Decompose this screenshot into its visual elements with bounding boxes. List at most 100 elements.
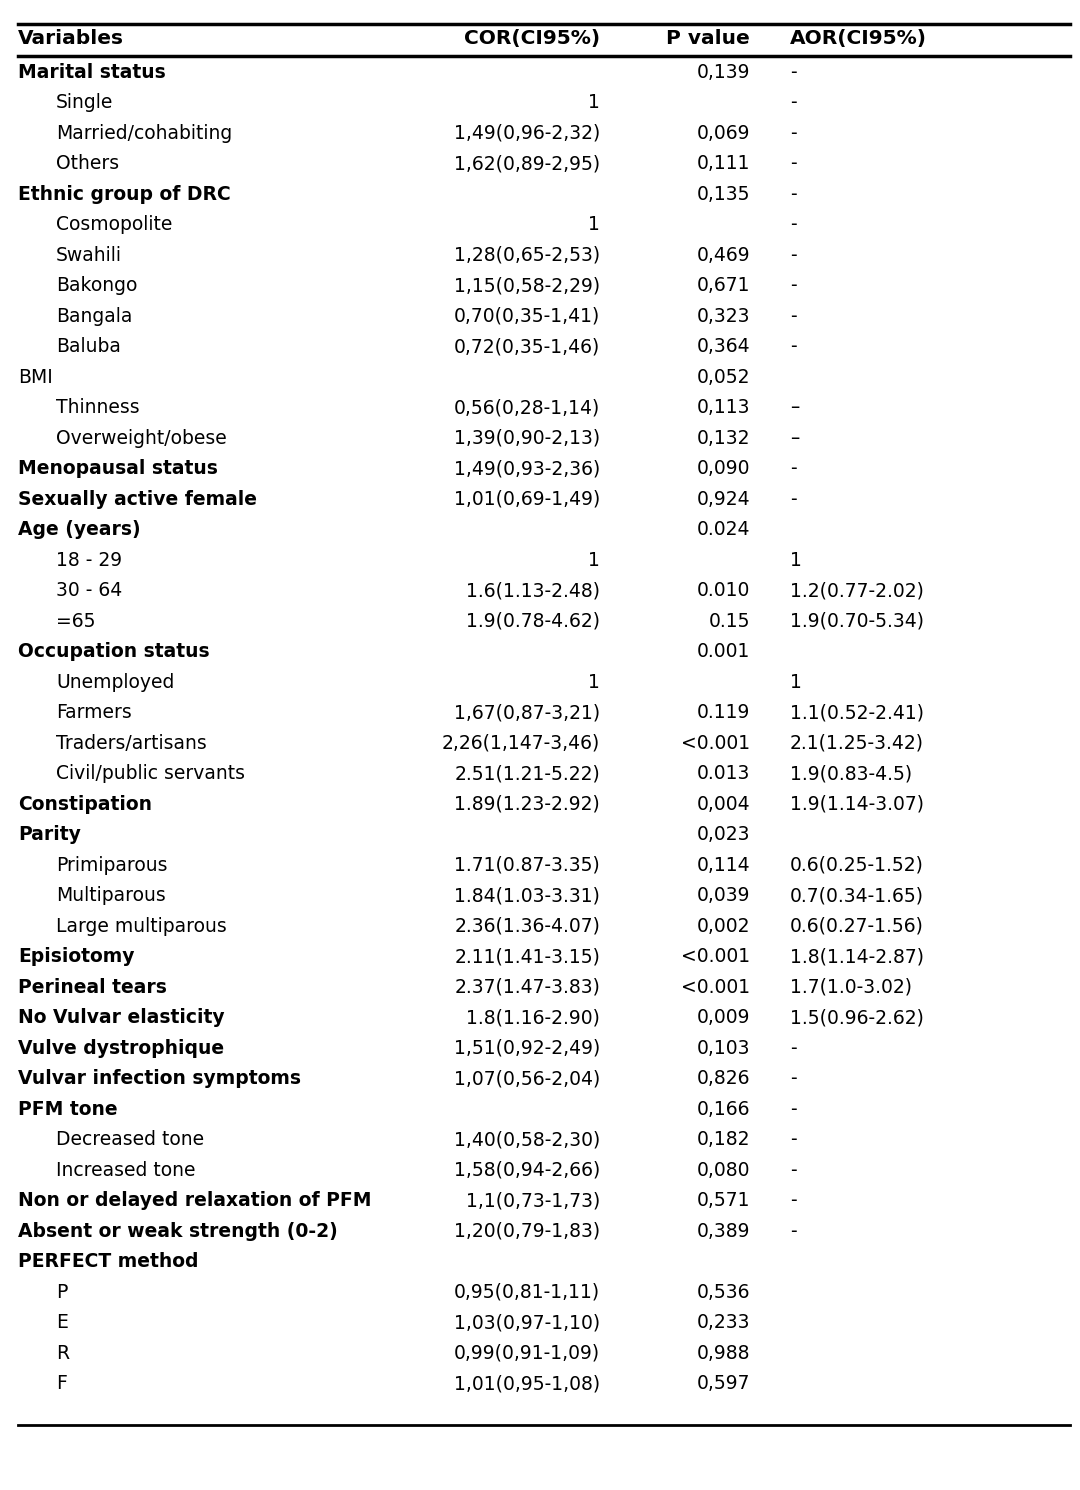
Text: 0,988: 0,988 (697, 1344, 750, 1363)
Text: 18 - 29: 18 - 29 (56, 551, 122, 569)
Text: Bakongo: Bakongo (56, 276, 137, 295)
Text: 1.71(0.87-3.35): 1.71(0.87-3.35) (455, 855, 600, 875)
Text: 1,58(0,94-2,66): 1,58(0,94-2,66) (454, 1161, 600, 1180)
Text: 0,111: 0,111 (697, 155, 750, 173)
Text: -: - (789, 459, 797, 478)
Text: 0,052: 0,052 (697, 368, 750, 387)
Text: P: P (56, 1283, 67, 1302)
Text: 1.1(0.52-2.41): 1.1(0.52-2.41) (789, 703, 924, 723)
Text: 1,03(0,97-1,10): 1,03(0,97-1,10) (454, 1313, 600, 1332)
Text: Perineal tears: Perineal tears (18, 977, 167, 997)
Text: 0,469: 0,469 (697, 246, 750, 265)
Text: 0,826: 0,826 (697, 1070, 750, 1088)
Text: 0,103: 0,103 (697, 1039, 750, 1058)
Text: <0.001: <0.001 (680, 948, 750, 967)
Text: 1,49(0,93-2,36): 1,49(0,93-2,36) (454, 459, 600, 478)
Text: 1,15(0,58-2,29): 1,15(0,58-2,29) (454, 276, 600, 295)
Text: 0,132: 0,132 (697, 429, 750, 448)
Text: 1.2(0.77-2.02): 1.2(0.77-2.02) (789, 581, 923, 600)
Text: -: - (789, 1100, 797, 1119)
Text: -: - (789, 1161, 797, 1180)
Text: -: - (789, 1192, 797, 1210)
Text: Variables: Variables (18, 30, 124, 48)
Text: 0,364: 0,364 (697, 337, 750, 356)
Text: 2.11(1.41-3.15): 2.11(1.41-3.15) (454, 948, 600, 967)
Text: -: - (789, 337, 797, 356)
Text: 1,01(0,69-1,49): 1,01(0,69-1,49) (454, 490, 600, 508)
Text: 0.6(0.25-1.52): 0.6(0.25-1.52) (789, 855, 923, 875)
Text: R: R (56, 1344, 69, 1363)
Text: Cosmopolite: Cosmopolite (56, 216, 173, 234)
Text: 0,135: 0,135 (697, 185, 750, 204)
Text: 2.37(1.47-3.83): 2.37(1.47-3.83) (454, 977, 600, 997)
Text: F: F (56, 1374, 67, 1393)
Text: 0,090: 0,090 (697, 459, 750, 478)
Text: 30 - 64: 30 - 64 (56, 581, 122, 600)
Text: 1,20(0,79-1,83): 1,20(0,79-1,83) (454, 1222, 600, 1241)
Text: 0.001: 0.001 (697, 642, 750, 662)
Text: 0,571: 0,571 (697, 1192, 750, 1210)
Text: COR(CI95%): COR(CI95%) (464, 30, 600, 48)
Text: -: - (789, 155, 797, 173)
Text: P value: P value (666, 30, 750, 48)
Text: 0,99(0,91-1,09): 0,99(0,91-1,09) (454, 1344, 600, 1363)
Text: 0.15: 0.15 (708, 612, 750, 630)
Text: 1.6(1.13-2.48): 1.6(1.13-2.48) (465, 581, 600, 600)
Text: –: – (789, 429, 799, 448)
Text: -: - (789, 94, 797, 112)
Text: 0,182: 0,182 (697, 1131, 750, 1149)
Text: 0,95(0,81-1,11): 0,95(0,81-1,11) (454, 1283, 600, 1302)
Text: 1,51(0,92-2,49): 1,51(0,92-2,49) (454, 1039, 600, 1058)
Text: 0,233: 0,233 (697, 1313, 750, 1332)
Text: 1.9(0.78-4.62): 1.9(0.78-4.62) (465, 612, 600, 630)
Text: 0,597: 0,597 (697, 1374, 750, 1393)
Text: Farmers: Farmers (56, 703, 132, 723)
Text: 0,166: 0,166 (697, 1100, 750, 1119)
Text: 1: 1 (789, 673, 801, 691)
Text: 0.119: 0.119 (697, 703, 750, 723)
Text: 2.51(1.21-5.22): 2.51(1.21-5.22) (455, 764, 600, 784)
Text: -: - (789, 276, 797, 295)
Text: 0,72(0,35-1,46): 0,72(0,35-1,46) (454, 337, 600, 356)
Text: Occupation status: Occupation status (18, 642, 210, 662)
Text: Bangala: Bangala (56, 307, 133, 326)
Text: Non or delayed relaxation of PFM: Non or delayed relaxation of PFM (18, 1192, 372, 1210)
Text: 0.010: 0.010 (697, 581, 750, 600)
Text: -: - (789, 124, 797, 143)
Text: AOR(CI95%): AOR(CI95%) (789, 30, 927, 48)
Text: 0,671: 0,671 (697, 276, 750, 295)
Text: 0,139: 0,139 (697, 63, 750, 82)
Text: 0,536: 0,536 (697, 1283, 750, 1302)
Text: 1,62(0,89-2,95): 1,62(0,89-2,95) (454, 155, 600, 173)
Text: 1,01(0,95-1,08): 1,01(0,95-1,08) (454, 1374, 600, 1393)
Text: Traders/artisans: Traders/artisans (56, 733, 206, 752)
Text: –: – (789, 398, 799, 417)
Text: Menopausal status: Menopausal status (18, 459, 218, 478)
Text: Episiotomy: Episiotomy (18, 948, 135, 967)
Text: 0,70(0,35-1,41): 0,70(0,35-1,41) (454, 307, 600, 326)
Text: 0,080: 0,080 (697, 1161, 750, 1180)
Text: Single: Single (56, 94, 113, 112)
Text: 2.36(1.36-4.07): 2.36(1.36-4.07) (454, 916, 600, 936)
Text: 1,07(0,56-2,04): 1,07(0,56-2,04) (454, 1070, 600, 1088)
Text: 1.84(1.03-3.31): 1.84(1.03-3.31) (454, 887, 600, 906)
Text: 2,26(1,147-3,46): 2,26(1,147-3,46) (442, 733, 600, 752)
Text: -: - (789, 63, 797, 82)
Text: 1.8(1.14-2.87): 1.8(1.14-2.87) (789, 948, 924, 967)
Text: 1,28(0,65-2,53): 1,28(0,65-2,53) (454, 246, 600, 265)
Text: Swahili: Swahili (56, 246, 122, 265)
Text: Vulve dystrophique: Vulve dystrophique (18, 1039, 225, 1058)
Text: Parity: Parity (18, 825, 81, 845)
Text: PERFECT method: PERFECT method (18, 1252, 199, 1271)
Text: -: - (789, 1039, 797, 1058)
Text: 1,40(0,58-2,30): 1,40(0,58-2,30) (454, 1131, 600, 1149)
Text: 0,113: 0,113 (697, 398, 750, 417)
Text: <0.001: <0.001 (680, 733, 750, 752)
Text: 0,009: 0,009 (697, 1009, 750, 1027)
Text: 1.9(1.14-3.07): 1.9(1.14-3.07) (789, 794, 924, 814)
Text: 1.9(0.70-5.34): 1.9(0.70-5.34) (789, 612, 924, 630)
Text: 1,1(0,73-1,73): 1,1(0,73-1,73) (465, 1192, 600, 1210)
Text: -: - (789, 1222, 797, 1241)
Text: Constipation: Constipation (18, 794, 152, 814)
Text: 0,114: 0,114 (697, 855, 750, 875)
